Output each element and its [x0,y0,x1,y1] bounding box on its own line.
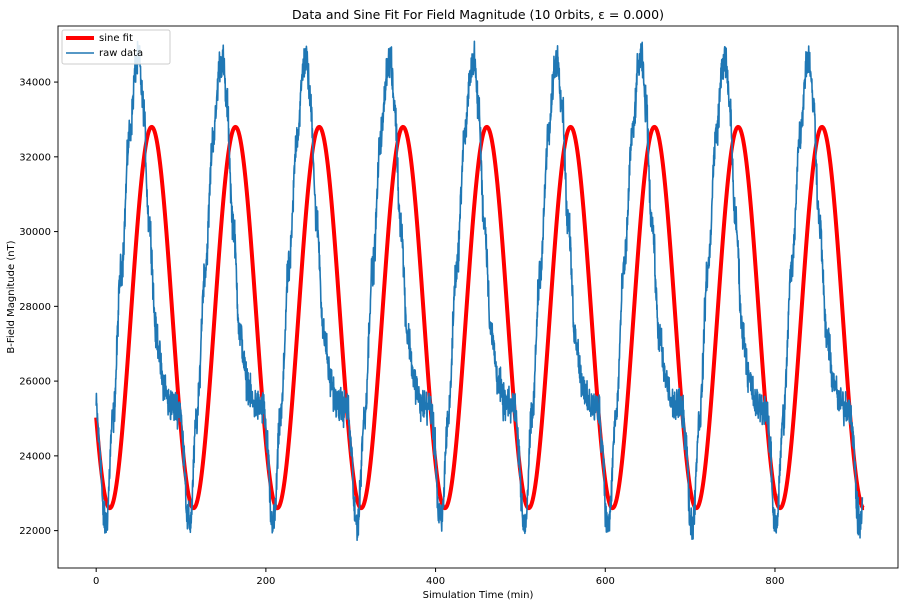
x-tick-label: 200 [256,576,275,587]
x-axis-label: Simulation Time (min) [423,590,534,601]
legend-label-sine-fit: sine fit [99,33,133,44]
y-axis-ticks: 22000 24000 26000 28000 30000 32000 34000 [19,78,58,537]
plot-frame [57,25,899,569]
y-tick-label: 22000 [19,526,51,537]
y-tick-label: 24000 [19,451,51,462]
x-tick-label: 400 [426,576,445,587]
x-tick-label: 800 [765,576,784,587]
y-tick-label: 28000 [19,302,51,313]
legend: sine fit raw data [61,29,171,65]
y-axis-label: B-Field Magnitude (nT) [6,240,17,353]
y-tick-label: 26000 [19,377,51,388]
y-tick-label: 32000 [19,152,51,163]
y-tick-label: 34000 [19,78,51,89]
x-axis-ticks: 0 200 400 600 800 [93,568,785,587]
series-line-raw-data [95,40,864,542]
x-tick-label: 0 [93,576,99,587]
x-tick-label: 600 [596,576,615,587]
chart-title: Data and Sine Fit For Field Magnitude (1… [292,7,664,22]
legend-label-raw-data: raw data [99,48,143,59]
y-tick-label: 30000 [19,227,51,238]
